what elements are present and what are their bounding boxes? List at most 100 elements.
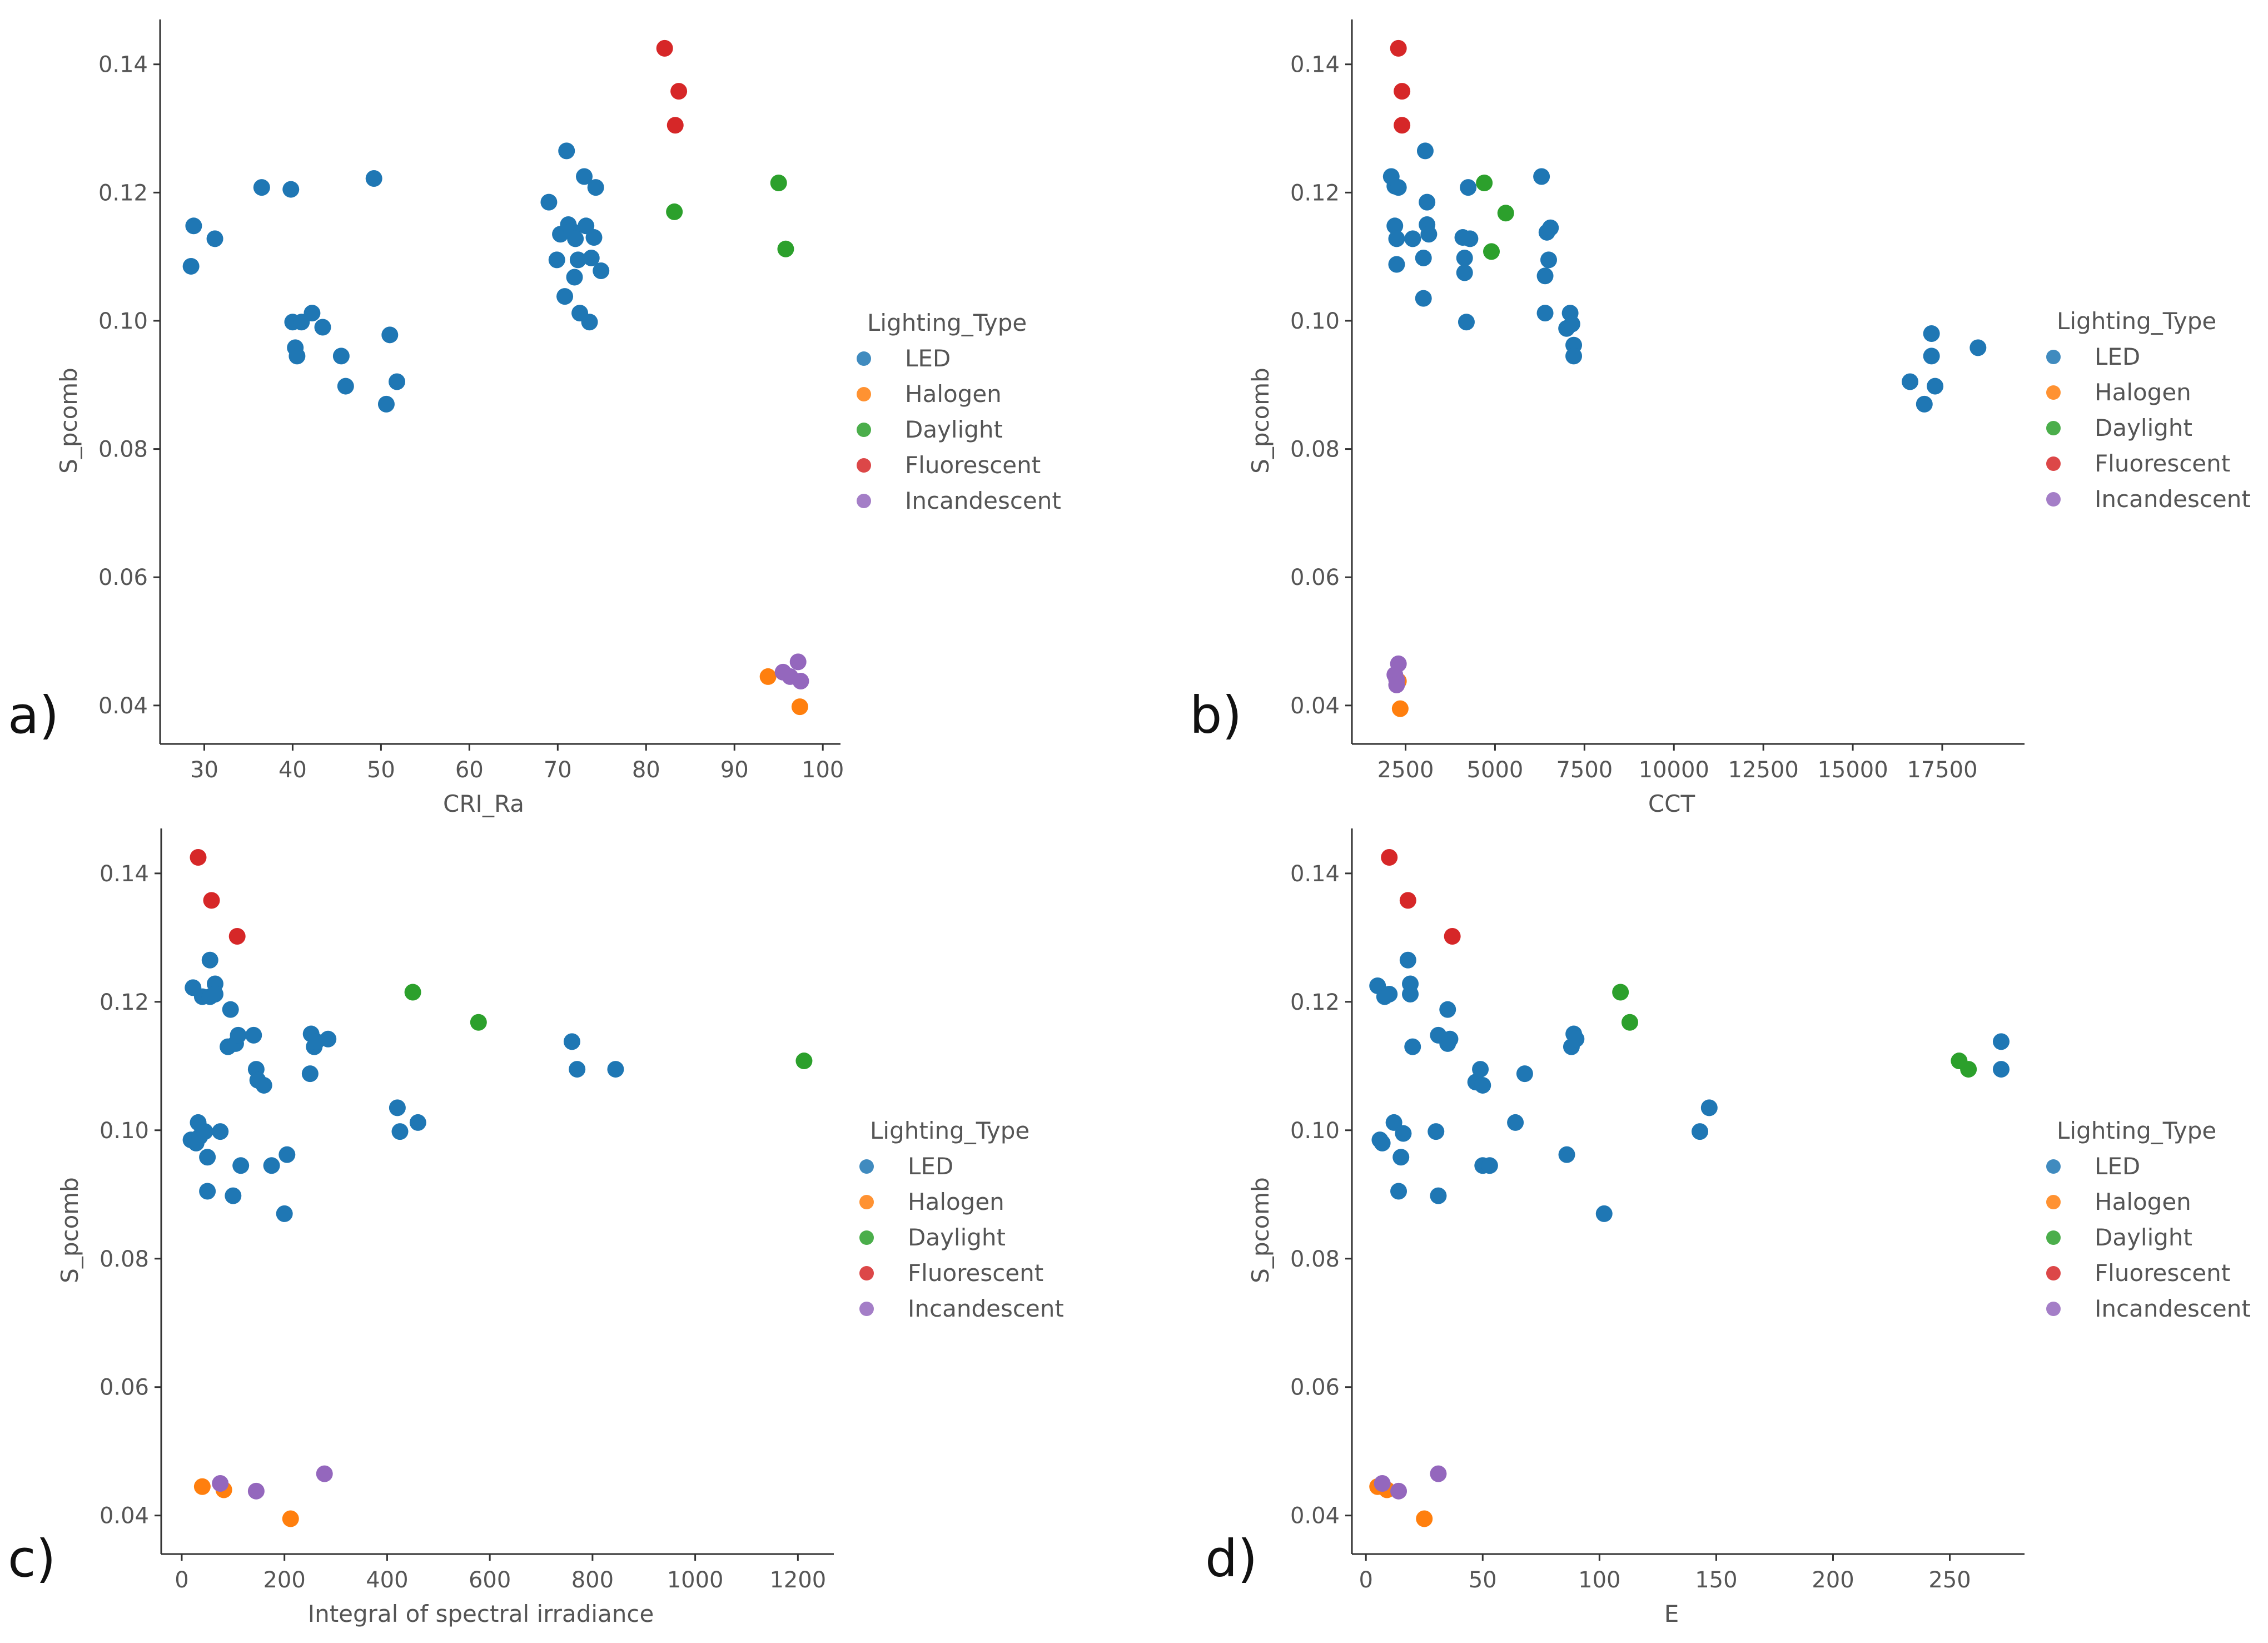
data-point bbox=[1374, 1134, 1391, 1151]
x-tick-label: 1200 bbox=[769, 1567, 826, 1593]
data-point bbox=[556, 288, 574, 305]
data-point bbox=[409, 1114, 426, 1131]
x-tick-label: 40 bbox=[278, 757, 307, 783]
legend-entry-label: Incandescent bbox=[908, 1295, 1064, 1322]
data-point bbox=[1621, 1014, 1638, 1031]
data-point bbox=[566, 269, 583, 286]
legend-marker bbox=[2046, 1159, 2061, 1174]
y-tick-label: 0.08 bbox=[98, 437, 148, 463]
data-point bbox=[548, 251, 565, 269]
series-incandescent bbox=[1374, 1465, 1447, 1500]
x-tick-label: 200 bbox=[263, 1567, 305, 1593]
y-tick-label: 0.04 bbox=[100, 1503, 149, 1529]
data-point bbox=[206, 985, 223, 1002]
data-point bbox=[1390, 655, 1407, 672]
data-point bbox=[1516, 1065, 1533, 1083]
y-tick-label: 0.10 bbox=[98, 309, 148, 334]
legend-marker bbox=[2046, 1195, 2061, 1209]
data-point bbox=[1507, 1114, 1524, 1131]
data-point bbox=[670, 83, 688, 100]
y-tick-label: 0.08 bbox=[100, 1247, 149, 1272]
x-axis-label: CRI_Ra bbox=[443, 790, 524, 817]
data-point bbox=[1395, 1125, 1412, 1142]
legend-marker bbox=[857, 351, 871, 366]
legend-marker bbox=[2046, 1302, 2061, 1316]
legend-entry-label: Halogen bbox=[908, 1188, 1004, 1215]
data-point bbox=[792, 672, 809, 689]
data-point bbox=[607, 1061, 624, 1078]
y-tick-label: 0.14 bbox=[98, 52, 148, 78]
panel-label: a) bbox=[8, 686, 59, 745]
x-tick-label: 400 bbox=[366, 1567, 408, 1593]
data-point bbox=[1392, 1149, 1410, 1166]
legend-title: Lighting_Type bbox=[870, 1117, 1029, 1144]
y-tick-label: 0.06 bbox=[1290, 565, 1340, 590]
data-point bbox=[569, 251, 586, 269]
x-tick-label: 250 bbox=[1928, 1567, 1971, 1593]
data-point bbox=[1461, 230, 1479, 247]
x-tick-label: 200 bbox=[1812, 1567, 1854, 1593]
data-point bbox=[1902, 373, 1919, 390]
data-point bbox=[1419, 193, 1436, 211]
legend-marker bbox=[859, 1230, 874, 1245]
data-point bbox=[1458, 314, 1475, 331]
data-point bbox=[1386, 217, 1404, 235]
data-point bbox=[391, 1123, 409, 1140]
data-point bbox=[1565, 348, 1583, 365]
panel-3: 0.04 0.06 0.08 0.10 0.12 0.14 0 200 400 600 800 100… bbox=[8, 828, 1064, 1627]
y-tick-label: 0.10 bbox=[1290, 1118, 1340, 1144]
data-point bbox=[1404, 1038, 1421, 1055]
data-point bbox=[1992, 1061, 2010, 1078]
x-tick-label: 1000 bbox=[667, 1567, 724, 1593]
data-point bbox=[540, 193, 558, 211]
data-point bbox=[320, 1030, 337, 1048]
data-point bbox=[1391, 700, 1409, 717]
data-point bbox=[1481, 1157, 1498, 1174]
legend-title: Lighting_Type bbox=[2057, 307, 2216, 335]
y-tick-label: 0.08 bbox=[1290, 437, 1340, 463]
data-point bbox=[193, 1478, 211, 1495]
data-point bbox=[563, 1033, 580, 1050]
x-tick-label: 30 bbox=[190, 757, 218, 783]
panel-1: 0.04 0.06 0.08 0.10 0.12 0.14 30 40 50 60 70 80 90 10… bbox=[8, 19, 1061, 817]
x-tick-label: 7500 bbox=[1556, 757, 1613, 783]
data-point bbox=[381, 326, 399, 344]
legend: Lighting_Type LED Halogen Daylight Fluoresce… bbox=[2046, 1117, 2251, 1322]
data-point bbox=[389, 373, 406, 390]
legend-marker bbox=[857, 387, 871, 401]
y-tick-label: 0.06 bbox=[1290, 1375, 1340, 1401]
x-axis-label: E bbox=[1664, 1600, 1679, 1627]
y-tick-label: 0.04 bbox=[98, 693, 148, 719]
y-tick-label: 0.10 bbox=[100, 1118, 149, 1144]
legend-entry-label: Fluorescent bbox=[905, 451, 1041, 479]
legend-entry-label: LED bbox=[2095, 343, 2140, 370]
data-point bbox=[337, 378, 354, 395]
data-point bbox=[583, 249, 600, 266]
data-point bbox=[278, 1146, 296, 1163]
data-point bbox=[1416, 1510, 1433, 1527]
series-incandescent bbox=[212, 1465, 333, 1500]
data-point bbox=[791, 698, 808, 716]
data-point bbox=[567, 230, 584, 247]
data-point bbox=[245, 1026, 262, 1044]
data-point bbox=[1420, 226, 1438, 243]
data-point bbox=[569, 1061, 586, 1078]
legend-entry-label: Halogen bbox=[2095, 1188, 2191, 1215]
data-point bbox=[377, 395, 395, 413]
data-point bbox=[667, 117, 684, 134]
data-point bbox=[1399, 951, 1416, 969]
legend-entry-label: Incandescent bbox=[2095, 1295, 2251, 1322]
data-point bbox=[1992, 1033, 2010, 1050]
y-tick-label: 0.06 bbox=[100, 1375, 149, 1401]
x-tick-label: 0 bbox=[175, 1567, 188, 1593]
data-point bbox=[1441, 1030, 1459, 1048]
data-point bbox=[1563, 315, 1580, 332]
data-point bbox=[1536, 305, 1554, 322]
data-point bbox=[232, 1157, 250, 1174]
data-point bbox=[404, 984, 421, 1001]
x-tick-label: 50 bbox=[1469, 1567, 1497, 1593]
legend-entry-label: Fluorescent bbox=[2095, 1259, 2230, 1287]
data-point bbox=[587, 179, 604, 196]
x-tick-label: 10000 bbox=[1639, 757, 1709, 783]
